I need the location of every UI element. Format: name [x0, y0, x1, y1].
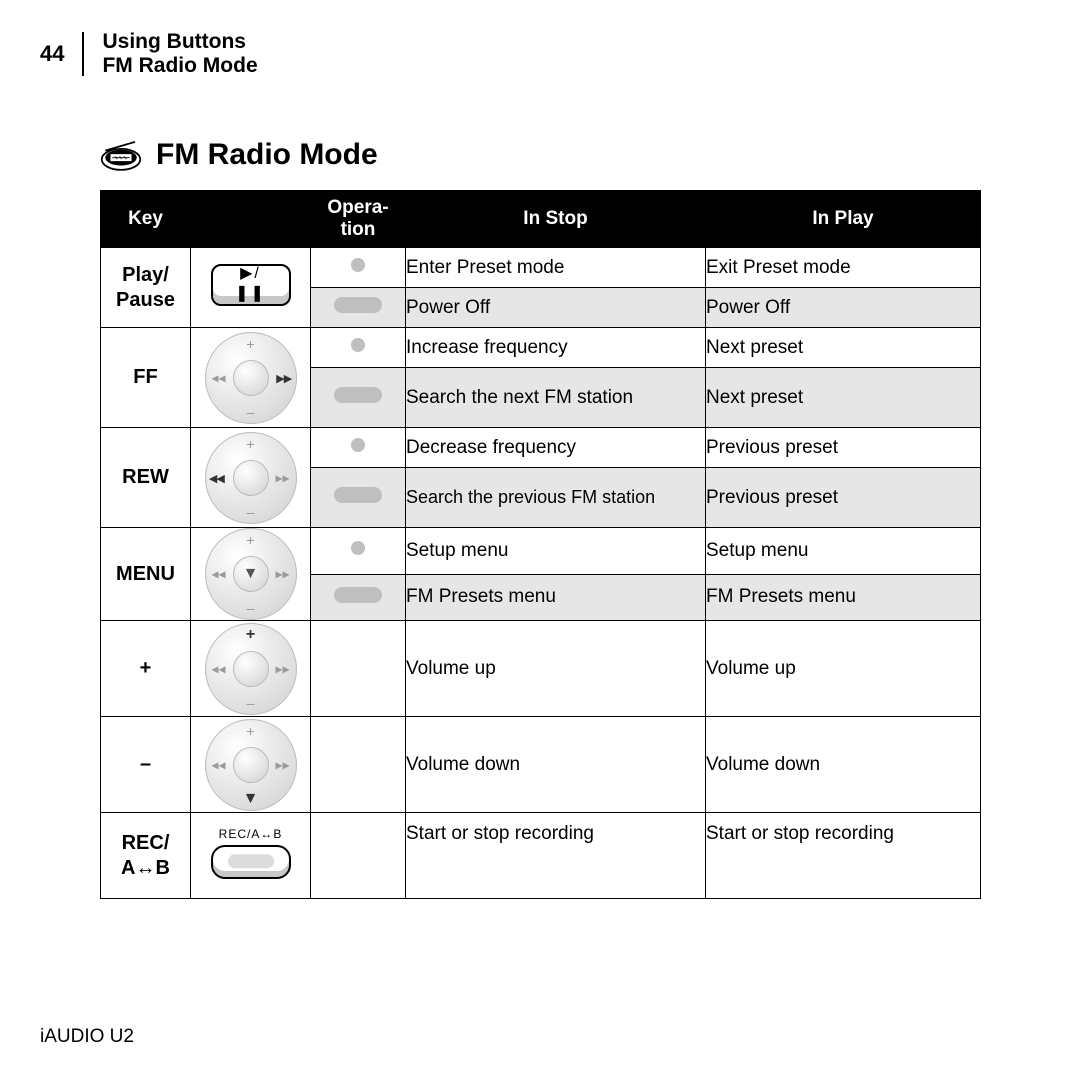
jogwheel-ff-icon: +–◂◂ ▸▸ [205, 332, 297, 424]
stop-rec: Start or stop recording [406, 813, 706, 899]
short-press-icon [351, 338, 365, 352]
header-titles: Using Buttons FM Radio Mode [102, 30, 257, 78]
key-plus: + [101, 621, 191, 717]
play-ff-short: Next preset [706, 328, 981, 368]
op-play-long [311, 288, 406, 328]
section-title: FM Radio Mode [156, 138, 378, 172]
row-plus: + –◂◂▸▸ + Volume up Volume up [101, 621, 981, 717]
row-menu-1: MENU +–◂◂▸▸ ▼ Setup menu Setup menu [101, 528, 981, 575]
op-ff-long [311, 368, 406, 428]
stop-ff-short: Increase frequency [406, 328, 706, 368]
play-plus: Volume up [706, 621, 981, 717]
op-rew-long [311, 468, 406, 528]
play-rec: Start or stop recording [706, 813, 981, 899]
play-ff-long: Next preset [706, 368, 981, 428]
radio-icon: ∿∿∿ [100, 138, 142, 172]
key-rec: REC/ A↔B [101, 813, 191, 899]
row-play-1: Play/ Pause ▶/❚❚ Enter Preset mode Exit … [101, 248, 981, 288]
th-button [191, 191, 311, 248]
btn-plus: –◂◂▸▸ + [191, 621, 311, 717]
play-play-long: Power Off [706, 288, 981, 328]
button-table: Key Opera- tion In Stop In Play Play/ Pa… [100, 190, 981, 899]
stop-plus: Volume up [406, 621, 706, 717]
key-menu: MENU [101, 528, 191, 621]
key-rew: REW [101, 428, 191, 528]
jogwheel-menu-icon: +–◂◂▸▸ ▼ [205, 528, 297, 620]
stop-play-long: Power Off [406, 288, 706, 328]
play-pause-button-icon: ▶/❚❚ [211, 264, 291, 306]
page-header: 44 Using Buttons FM Radio Mode [0, 0, 1080, 78]
short-press-icon [351, 541, 365, 555]
op-menu-short [311, 528, 406, 575]
op-ff-short [311, 328, 406, 368]
play-minus: Volume down [706, 717, 981, 813]
long-press-icon [334, 587, 382, 603]
btn-ff: +–◂◂ ▸▸ [191, 328, 311, 428]
row-rew-1: REW +–▸▸ ◂◂ Decrease frequency Previous … [101, 428, 981, 468]
stop-rew-long: Search the previous FM station [406, 468, 706, 528]
op-menu-long [311, 574, 406, 621]
long-press-icon [334, 387, 382, 403]
th-in-stop: In Stop [406, 191, 706, 248]
play-rew-long: Previous preset [706, 468, 981, 528]
header-line2: FM Radio Mode [102, 54, 257, 78]
row-ff-1: FF +–◂◂ ▸▸ Increase frequency Next prese… [101, 328, 981, 368]
btn-menu: +–◂◂▸▸ ▼ [191, 528, 311, 621]
short-press-icon [351, 258, 365, 272]
btn-play: ▶/❚❚ [191, 248, 311, 328]
btn-rec: REC/A↔B [191, 813, 311, 899]
header-line1: Using Buttons [102, 30, 257, 54]
th-in-play: In Play [706, 191, 981, 248]
op-minus [311, 717, 406, 813]
play-rew-short: Previous preset [706, 428, 981, 468]
play-menu-long: FM Presets menu [706, 574, 981, 621]
header-divider [82, 32, 84, 76]
jogwheel-plus-icon: –◂◂▸▸ + [205, 623, 297, 715]
short-press-icon [351, 438, 365, 452]
op-plus [311, 621, 406, 717]
op-rec [311, 813, 406, 899]
long-press-icon [334, 297, 382, 313]
op-rew-short [311, 428, 406, 468]
play-menu-short: Setup menu [706, 528, 981, 575]
rec-button-icon [211, 845, 291, 879]
stop-rew-short: Decrease frequency [406, 428, 706, 468]
stop-play-short: Enter Preset mode [406, 248, 706, 288]
row-minus: – +◂◂▸▸ ▼ Volume down Volume down [101, 717, 981, 813]
th-key: Key [101, 191, 191, 248]
btn-rew: +–▸▸ ◂◂ [191, 428, 311, 528]
table-header-row: Key Opera- tion In Stop In Play [101, 191, 981, 248]
play-play-short: Exit Preset mode [706, 248, 981, 288]
stop-menu-short: Setup menu [406, 528, 706, 575]
stop-menu-long: FM Presets menu [406, 574, 706, 621]
op-play-short [311, 248, 406, 288]
stop-minus: Volume down [406, 717, 706, 813]
jogwheel-minus-icon: +◂◂▸▸ ▼ [205, 719, 297, 811]
btn-minus: +◂◂▸▸ ▼ [191, 717, 311, 813]
th-operation: Opera- tion [311, 191, 406, 248]
footer: iAUDIO U2 [40, 1026, 134, 1048]
section-title-row: ∿∿∿ FM Radio Mode [100, 138, 1080, 172]
jogwheel-rew-icon: +–▸▸ ◂◂ [205, 432, 297, 524]
stop-ff-long: Search the next FM station [406, 368, 706, 428]
rec-label: REC/A↔B [191, 827, 310, 841]
page-number: 44 [40, 41, 64, 67]
long-press-icon [334, 487, 382, 503]
key-ff: FF [101, 328, 191, 428]
row-rec: REC/ A↔B REC/A↔B Start or stop recording… [101, 813, 981, 899]
key-minus: – [101, 717, 191, 813]
svg-text:∿∿∿: ∿∿∿ [114, 155, 127, 161]
key-play: Play/ Pause [101, 248, 191, 328]
